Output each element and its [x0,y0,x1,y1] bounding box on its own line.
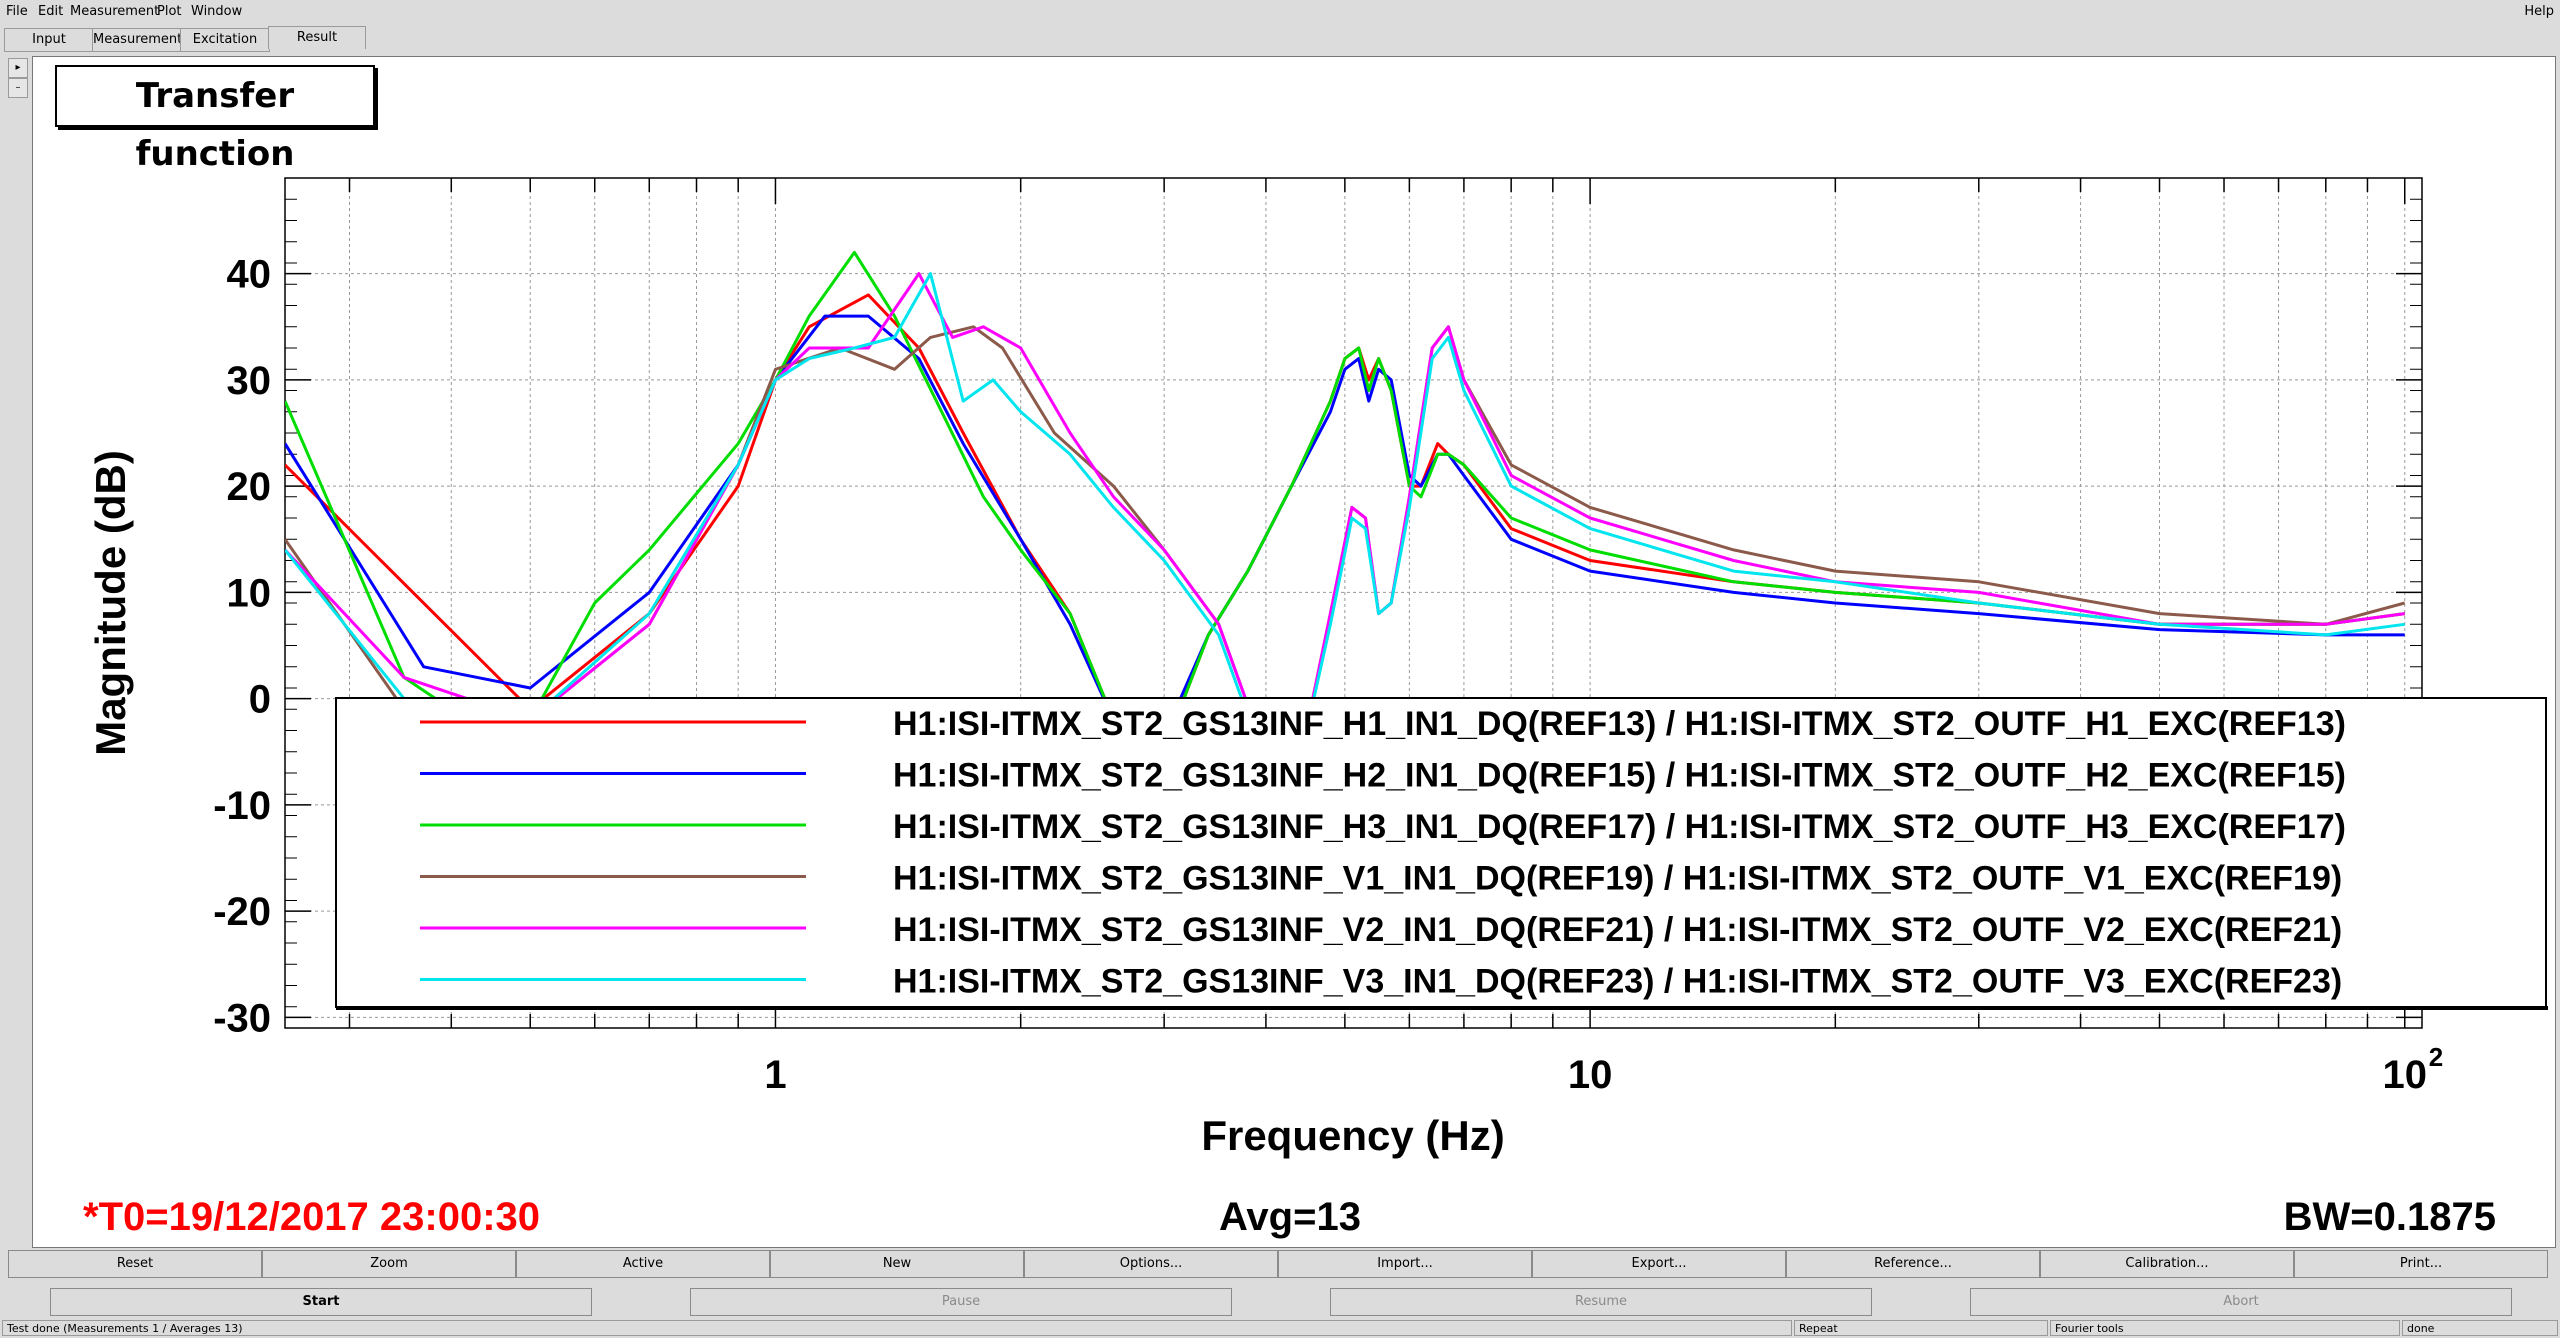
t0-label: *T0=19/12/2017 23:00:30 [83,1195,540,1239]
y-tick-label: 10 [227,571,272,615]
new-button[interactable]: New [770,1250,1024,1278]
tab-measurement[interactable]: Measurement [92,28,182,52]
status-repeat: Repeat [1794,1320,2048,1336]
y-tick-label: 20 [227,465,272,509]
y-tick-label: -20 [213,890,271,934]
pause-button[interactable]: Pause [690,1288,1232,1316]
toolbar-row: Reset Zoom Active New Options... Import.… [8,1250,2548,1278]
y-tick-label: 30 [227,359,272,403]
series-line-3 [285,250,2405,807]
x-tick-label: 10 [1568,1053,1613,1097]
tab-input[interactable]: Input [4,28,94,52]
menu-help[interactable]: Help [2524,4,2554,19]
legend-label: H1:ISI-ITMX_ST2_GS13INF_V2_IN1_DQ(REF21)… [893,911,2342,949]
calibration-button[interactable]: Calibration... [2040,1250,2294,1278]
x-tick-exponent: 2 [2429,1042,2443,1072]
import-button[interactable]: Import... [1278,1250,1532,1278]
active-button[interactable]: Active [516,1250,770,1278]
legend-label: H1:ISI-ITMX_ST2_GS13INF_V1_IN1_DQ(REF19)… [893,860,2342,898]
legend-label: H1:ISI-ITMX_ST2_GS13INF_V3_IN1_DQ(REF23)… [893,963,2342,1001]
status-text: Test done (Measurements 1 / Averages 13) [2,1320,1792,1336]
bw-label: BW=0.1875 [2284,1195,2496,1239]
status-tools: Fourier tools [2050,1320,2400,1336]
print-button[interactable]: Print... [2294,1250,2548,1278]
status-done: done [2402,1320,2558,1336]
status-bar: Test done (Measurements 1 / Averages 13)… [0,1318,2560,1338]
tab-result[interactable]: Result [268,26,366,49]
control-row: Start Pause Resume Abort [8,1288,2548,1316]
y-tick-label: -10 [213,784,271,828]
legend-label: H1:ISI-ITMX_ST2_GS13INF_H2_IN1_DQ(REF15)… [893,757,2346,795]
avg-label: Avg=13 [1219,1195,1361,1239]
x-tick-label: 10 [2382,1053,2427,1097]
menu-measurement[interactable]: Measurement [70,4,160,19]
reference-button[interactable]: Reference... [1786,1250,2040,1278]
expand-arrow-icon[interactable]: ▸ [8,58,28,78]
start-button[interactable]: Start [50,1288,592,1316]
menu-edit[interactable]: Edit [38,4,64,19]
abort-button[interactable]: Abort [1970,1288,2512,1316]
resume-button[interactable]: Resume [1330,1288,1872,1316]
tab-excitation[interactable]: Excitation [180,28,270,52]
x-axis-label: Frequency (Hz) [1201,1112,1504,1159]
zoom-button[interactable]: Zoom [262,1250,516,1278]
y-tick-label: 40 [227,253,272,297]
y-axis-label: Magnitude (dB) [87,450,134,756]
options-button[interactable]: Options... [1024,1250,1278,1278]
menu-file[interactable]: File [6,4,28,19]
reset-button[interactable]: Reset [8,1250,262,1278]
export-button[interactable]: Export... [1532,1250,1786,1278]
tab-bar: Input Measurement Excitation Result [0,24,2560,54]
legend-label: H1:ISI-ITMX_ST2_GS13INF_H1_IN1_DQ(REF13)… [893,705,2346,743]
series-group [285,250,2406,807]
y-tick-label: -30 [213,996,271,1040]
legend-box [335,697,2547,1008]
series-line-2 [285,314,2405,807]
legend-label: H1:ISI-ITMX_ST2_GS13INF_H3_IN1_DQ(REF17)… [893,808,2346,846]
legend: H1:ISI-ITMX_ST2_GS13INF_H1_IN1_DQ(REF13)… [335,697,2548,1010]
x-tick-label: 1 [764,1053,786,1097]
plot-title-box: Transfer function [55,65,375,174]
minus-icon[interactable]: – [8,78,28,98]
menu-window[interactable]: Window [191,4,243,19]
y-tick-label: 0 [249,678,271,722]
menu-plot[interactable]: Plot [157,4,182,19]
